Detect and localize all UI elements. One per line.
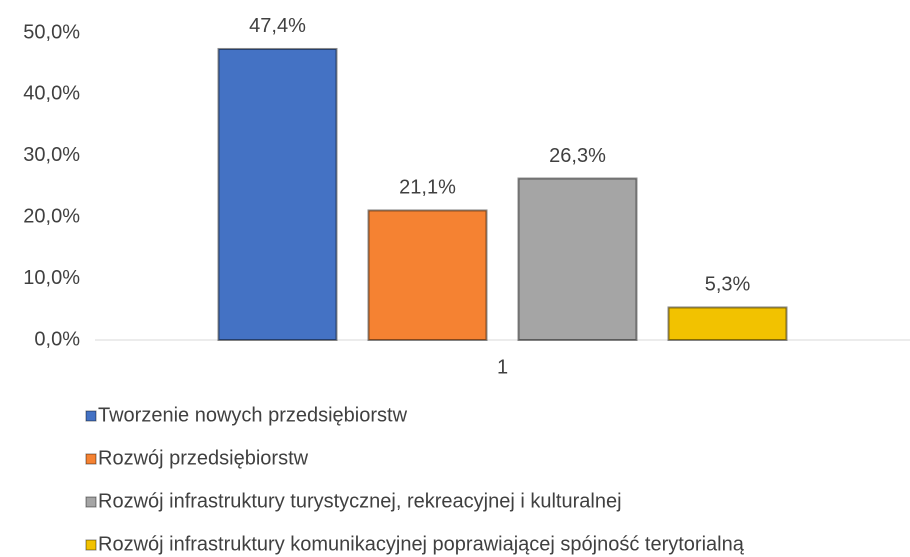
legend-label: Rozwój przedsiębiorstw xyxy=(98,447,309,469)
value-label: 21,1% xyxy=(399,177,456,199)
y-tick-label: 30,0% xyxy=(23,144,80,166)
bar xyxy=(517,177,638,341)
x-tick-label: 1 xyxy=(497,356,508,378)
value-label: 47,4% xyxy=(249,15,306,37)
y-tick-label: 10,0% xyxy=(23,267,80,289)
value-label: 26,3% xyxy=(549,145,606,167)
legend-marker xyxy=(85,453,97,465)
bar xyxy=(367,209,488,341)
legend-marker xyxy=(85,496,97,508)
y-tick-label: 20,0% xyxy=(23,205,80,227)
y-tick-label: 50,0% xyxy=(23,21,80,43)
value-label: 5,3% xyxy=(705,274,751,296)
legend-label: Rozwój infrastruktury turystycznej, rekr… xyxy=(98,490,622,512)
legend-marker xyxy=(85,410,97,422)
legend-label: Tworzenie nowych przedsiębiorstw xyxy=(98,404,408,426)
bar xyxy=(667,306,788,342)
legend-label: Rozwój infrastruktury komunikacyjnej pop… xyxy=(98,533,745,555)
bar xyxy=(217,47,338,342)
y-tick-label: 40,0% xyxy=(23,83,80,105)
y-tick-label: 0,0% xyxy=(34,328,80,350)
legend-marker xyxy=(85,539,97,551)
